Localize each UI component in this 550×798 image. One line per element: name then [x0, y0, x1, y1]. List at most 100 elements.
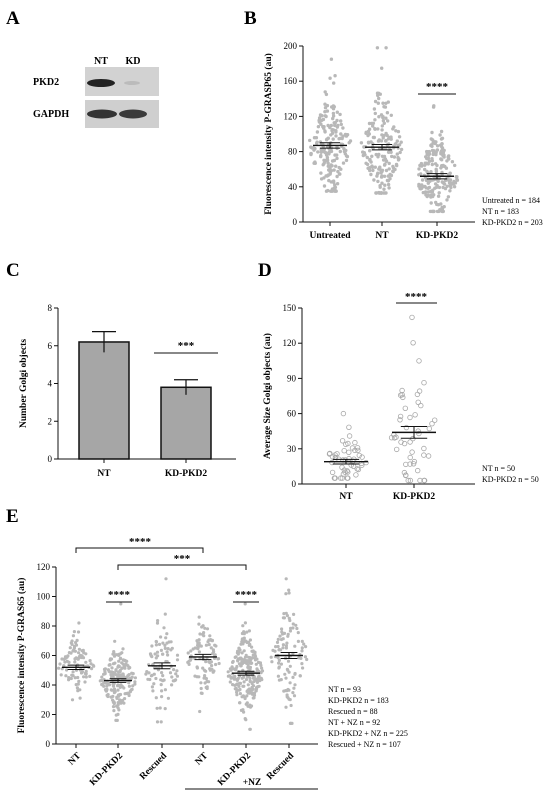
data-point — [428, 150, 431, 153]
data-point — [286, 693, 289, 696]
data-point — [117, 708, 120, 711]
data-point — [120, 651, 123, 654]
data-point — [119, 693, 122, 696]
data-point — [261, 669, 264, 672]
data-point — [380, 67, 383, 70]
chart-panel-e: 020406080100120Fluorescence intensity P-… — [16, 536, 408, 789]
data-point — [64, 674, 67, 677]
data-point — [381, 155, 384, 158]
data-point — [198, 616, 201, 619]
data-point — [449, 178, 452, 181]
data-point — [146, 678, 149, 681]
y-tick-label: 0 — [46, 739, 51, 749]
data-point — [347, 434, 352, 439]
data-point — [333, 159, 336, 162]
y-axis-title: Fluorescence intensity P-GRASP65 (au) — [263, 53, 274, 215]
data-point — [301, 640, 304, 643]
data-point — [117, 653, 120, 656]
data-point — [403, 406, 408, 411]
data-point — [117, 703, 120, 706]
data-point — [343, 150, 346, 153]
data-point — [411, 341, 416, 346]
data-point — [210, 660, 213, 663]
data-point — [241, 695, 244, 698]
y-tick-label: 60 — [287, 409, 297, 419]
data-point — [373, 107, 376, 110]
x-tick-label: NT — [67, 751, 84, 768]
y-tick-label: 20 — [41, 710, 51, 720]
data-point — [114, 669, 117, 672]
data-point — [231, 676, 234, 679]
data-point — [438, 191, 441, 194]
data-point — [408, 440, 413, 445]
data-point — [108, 664, 111, 667]
data-point — [379, 171, 382, 174]
data-point — [308, 139, 311, 142]
data-point — [289, 629, 292, 632]
data-point — [281, 632, 284, 635]
data-point — [212, 669, 215, 672]
data-point — [332, 168, 335, 171]
data-point — [253, 694, 256, 697]
data-point — [242, 658, 245, 661]
data-point — [415, 468, 420, 473]
data-point — [78, 648, 81, 651]
data-point — [122, 663, 125, 666]
legend-entry: NT n = 50 — [482, 464, 515, 473]
legend-entry: KD-PKD2 + NZ n = 225 — [328, 729, 408, 738]
data-point — [372, 122, 375, 125]
data-point — [323, 184, 326, 187]
data-point — [284, 706, 287, 709]
data-point — [159, 706, 162, 709]
data-point — [116, 684, 119, 687]
data-point — [256, 680, 259, 683]
data-point — [284, 677, 287, 680]
data-point — [248, 629, 251, 632]
data-point — [324, 174, 327, 177]
data-point — [387, 151, 390, 154]
data-point — [360, 141, 363, 144]
data-point — [333, 74, 336, 77]
data-point — [387, 137, 390, 140]
data-point — [200, 687, 203, 690]
data-point — [155, 643, 158, 646]
data-point — [285, 644, 288, 647]
data-point — [170, 675, 173, 678]
x-tick-label: NT — [375, 231, 389, 241]
data-point — [122, 686, 125, 689]
data-point — [108, 670, 111, 673]
legend-entry: Rescued n = 88 — [328, 707, 378, 716]
data-point — [320, 148, 323, 151]
data-point — [366, 156, 369, 159]
data-point — [319, 171, 322, 174]
panel-letter-d: D — [258, 260, 272, 281]
data-point — [432, 105, 435, 108]
legend-entry: NT n = 183 — [482, 207, 519, 216]
data-point — [167, 647, 170, 650]
data-point — [71, 698, 74, 701]
data-point — [335, 119, 338, 122]
data-point — [452, 182, 455, 185]
data-point — [207, 638, 210, 641]
data-point — [131, 684, 134, 687]
data-point — [235, 667, 238, 670]
data-point — [440, 206, 443, 209]
data-point — [164, 647, 167, 650]
data-point — [73, 660, 76, 663]
data-point — [154, 677, 157, 680]
data-point — [163, 644, 166, 647]
data-point — [235, 678, 238, 681]
data-point — [334, 130, 337, 133]
data-point — [248, 677, 251, 680]
data-point — [247, 688, 250, 691]
data-point — [99, 679, 102, 682]
data-point — [76, 676, 79, 679]
data-point — [327, 137, 330, 140]
data-point — [326, 109, 329, 112]
data-point — [208, 634, 211, 637]
data-point — [155, 640, 158, 643]
data-point — [380, 191, 383, 194]
data-point — [330, 180, 333, 183]
data-point — [211, 639, 214, 642]
data-point — [364, 460, 369, 465]
